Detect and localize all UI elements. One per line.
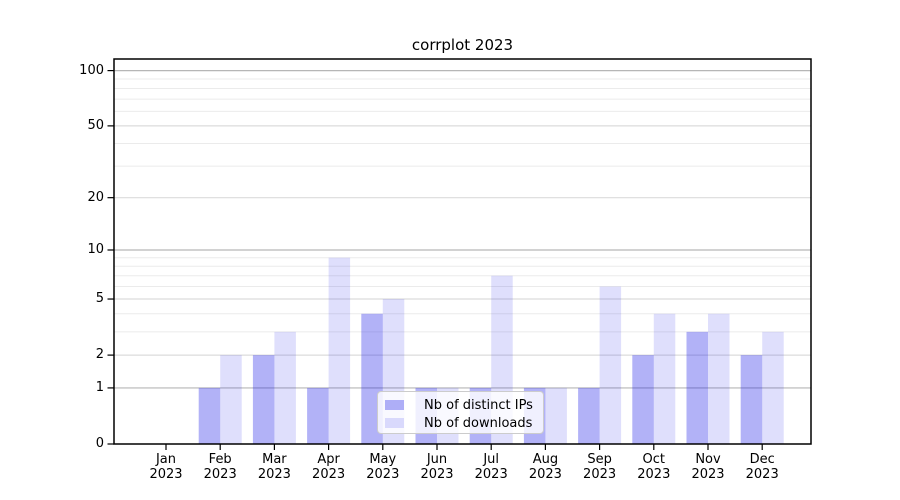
bar-nb-of-distinct-ips-nov-2023 xyxy=(686,331,708,444)
bar-nb-of-distinct-ips-sep-2023 xyxy=(578,387,600,444)
y-tick-label-10: 10 xyxy=(87,241,104,257)
plot-border xyxy=(113,58,812,445)
x-tick-label-sep-2023: Sep 2023 xyxy=(568,452,632,482)
x-tick-label-line: Jun xyxy=(426,452,448,467)
legend-item-distinct-ips: Nb of distinct IPs xyxy=(378,396,543,414)
y-tick-label-5: 5 xyxy=(95,291,104,307)
legend-swatch-distinct-ips-icon xyxy=(385,400,404,410)
bar-nb-of-downloads-dec-2023 xyxy=(762,331,784,444)
x-tick-label-line: Nov xyxy=(695,452,721,467)
bar-nb-of-downloads-mar-2023 xyxy=(274,331,296,444)
bar-nb-of-distinct-ips-feb-2023 xyxy=(198,387,221,444)
bar-nb-of-downloads-feb-2023 xyxy=(220,355,242,444)
x-tick-label-aug-2023: Aug 2023 xyxy=(513,452,577,482)
x-tick-label-line: Oct xyxy=(642,452,666,467)
x-tick-label-line: Sep xyxy=(587,452,612,467)
x-tick-label-may-2023: May 2023 xyxy=(351,452,415,482)
legend-label-distinct-ips: Nb of distinct IPs xyxy=(424,397,533,413)
bar-nb-of-downloads-oct-2023 xyxy=(653,313,676,444)
x-tick-label-line: 2023 xyxy=(420,467,454,482)
x-tick-label-line: 2023 xyxy=(203,467,237,482)
x-tick-label-line: 2023 xyxy=(637,467,671,482)
x-tick-label-line: 2023 xyxy=(257,467,291,482)
x-tick-label-line: Dec xyxy=(749,452,775,467)
bar-nb-of-distinct-ips-apr-2023 xyxy=(307,387,329,444)
x-tick-label-line: Jan xyxy=(155,452,177,467)
legend: Nb of distinct IPs Nb of downloads xyxy=(377,391,544,434)
y-tick-label-20: 20 xyxy=(87,189,104,205)
bar-nb-of-distinct-ips-mar-2023 xyxy=(252,355,275,444)
y-tick-label-2: 2 xyxy=(95,347,104,363)
y-tick-label-50: 50 xyxy=(87,117,104,133)
x-tick-label-line: 2023 xyxy=(528,467,562,482)
bar-nb-of-downloads-sep-2023 xyxy=(599,286,622,444)
x-tick-label-mar-2023: Mar 2023 xyxy=(242,452,306,482)
x-tick-label-line: Jul xyxy=(483,452,500,467)
x-tick-label-line: 2023 xyxy=(583,467,617,482)
x-tick-label-line: 2023 xyxy=(745,467,779,482)
x-tick-label-line: 2023 xyxy=(149,467,183,482)
legend-swatch-downloads-icon xyxy=(385,418,404,428)
legend-label-downloads: Nb of downloads xyxy=(424,415,533,431)
x-tick-label-dec-2023: Dec 2023 xyxy=(730,452,794,482)
y-tick-label-1: 1 xyxy=(95,379,104,395)
bar-nb-of-downloads-apr-2023 xyxy=(328,257,351,444)
chart-title: corrplot 2023 xyxy=(411,36,514,54)
legend-item-downloads: Nb of downloads xyxy=(378,414,543,432)
x-tick-label-jul-2023: Jul 2023 xyxy=(459,452,523,482)
x-tick-label-line: Apr xyxy=(317,452,340,467)
x-tick-label-line: May xyxy=(369,452,397,467)
x-tick-label-jan-2023: Jan 2023 xyxy=(134,452,198,482)
x-tick-label-line: 2023 xyxy=(312,467,346,482)
x-tick-label-oct-2023: Oct 2023 xyxy=(622,452,686,482)
x-tick-label-line: Aug xyxy=(532,452,559,467)
x-tick-label-feb-2023: Feb 2023 xyxy=(188,452,252,482)
x-tick-label-line: Mar xyxy=(262,452,287,467)
x-tick-label-jun-2023: Jun 2023 xyxy=(405,452,469,482)
bar-nb-of-distinct-ips-oct-2023 xyxy=(632,355,654,444)
x-tick-label-line: 2023 xyxy=(474,467,508,482)
x-tick-label-line: 2023 xyxy=(366,467,400,482)
bar-nb-of-downloads-nov-2023 xyxy=(708,313,730,444)
x-tick-label-line: Feb xyxy=(208,452,232,467)
bar-nb-of-distinct-ips-dec-2023 xyxy=(740,355,763,444)
y-tick-label-100: 100 xyxy=(79,62,104,78)
x-tick-label-apr-2023: Apr 2023 xyxy=(297,452,361,482)
x-tick-label-line: 2023 xyxy=(691,467,725,482)
x-tick-label-nov-2023: Nov 2023 xyxy=(676,452,740,482)
bar-nb-of-downloads-aug-2023 xyxy=(545,387,567,444)
y-tick-label-0: 0 xyxy=(95,436,104,451)
